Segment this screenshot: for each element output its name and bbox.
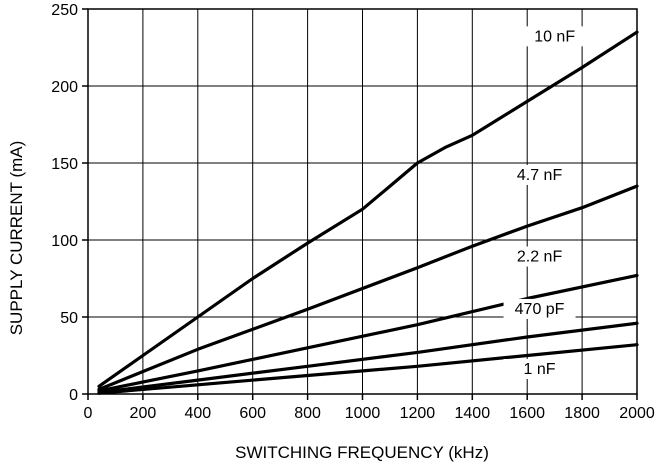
series-label-bg-470-pf: [503, 298, 576, 319]
x-tick-label-1400: 1400: [455, 405, 491, 422]
x-axis-title: SWITCHING FREQUENCY (kHz): [235, 443, 489, 462]
y-tick-label-250: 250: [51, 2, 78, 19]
x-tick-label-1000: 1000: [345, 405, 381, 422]
x-tick-label-800: 800: [294, 405, 321, 422]
series-label-bg-4-7-nf: [503, 164, 576, 185]
x-tick-label-2000: 2000: [619, 405, 655, 422]
x-tick-label-1800: 1800: [564, 405, 600, 422]
series-line-10-nf: [97, 30, 639, 388]
series-label-1-nf: 1 nF: [524, 361, 556, 378]
series-label-4-7-nf: 4.7 nF: [517, 167, 563, 184]
series-label-bg-2-2-nf: [503, 246, 576, 267]
x-tick-label-600: 600: [239, 405, 266, 422]
y-tick-label-100: 100: [51, 233, 78, 250]
series-label-bg-10-nf: [518, 26, 591, 47]
y-tick-label-0: 0: [69, 387, 78, 404]
plot-frame: [87, 8, 638, 395]
x-tick-label-200: 200: [130, 405, 157, 422]
series-lines: [97, 30, 639, 395]
series-label-2-2-nf: 2.2 nF: [517, 249, 563, 266]
x-tick-label-400: 400: [184, 405, 211, 422]
series-line-2-2-nf: [97, 273, 639, 393]
plot-border: [87, 8, 638, 395]
y-axis-title: SUPPLY CURRENT (mA): [7, 141, 26, 336]
x-tick-label-0: 0: [84, 405, 93, 422]
series-line-470-pf: [97, 321, 639, 395]
tick-labels: 0 200 400 600 800 1000 1200 1400 1600 1800 2000 0 50…: [51, 2, 655, 422]
x-tick-label-1200: 1200: [400, 405, 436, 422]
y-tick-label-50: 50: [60, 310, 78, 327]
series-label-bg-1-nf: [503, 358, 576, 379]
series-line-4-7-nf: [97, 184, 639, 391]
series-labels: 10 nF 4.7 nF 2.2 nF 470 pF 1 nF: [503, 26, 591, 379]
series-label-470-pf: 470 pF: [515, 301, 565, 318]
y-tick-label-150: 150: [51, 156, 78, 173]
series-label-10-nf: 10 nF: [534, 28, 575, 45]
series-line-1-nf: [97, 343, 639, 395]
y-tick-label-200: 200: [51, 79, 78, 96]
x-tick-label-1600: 1600: [509, 405, 545, 422]
